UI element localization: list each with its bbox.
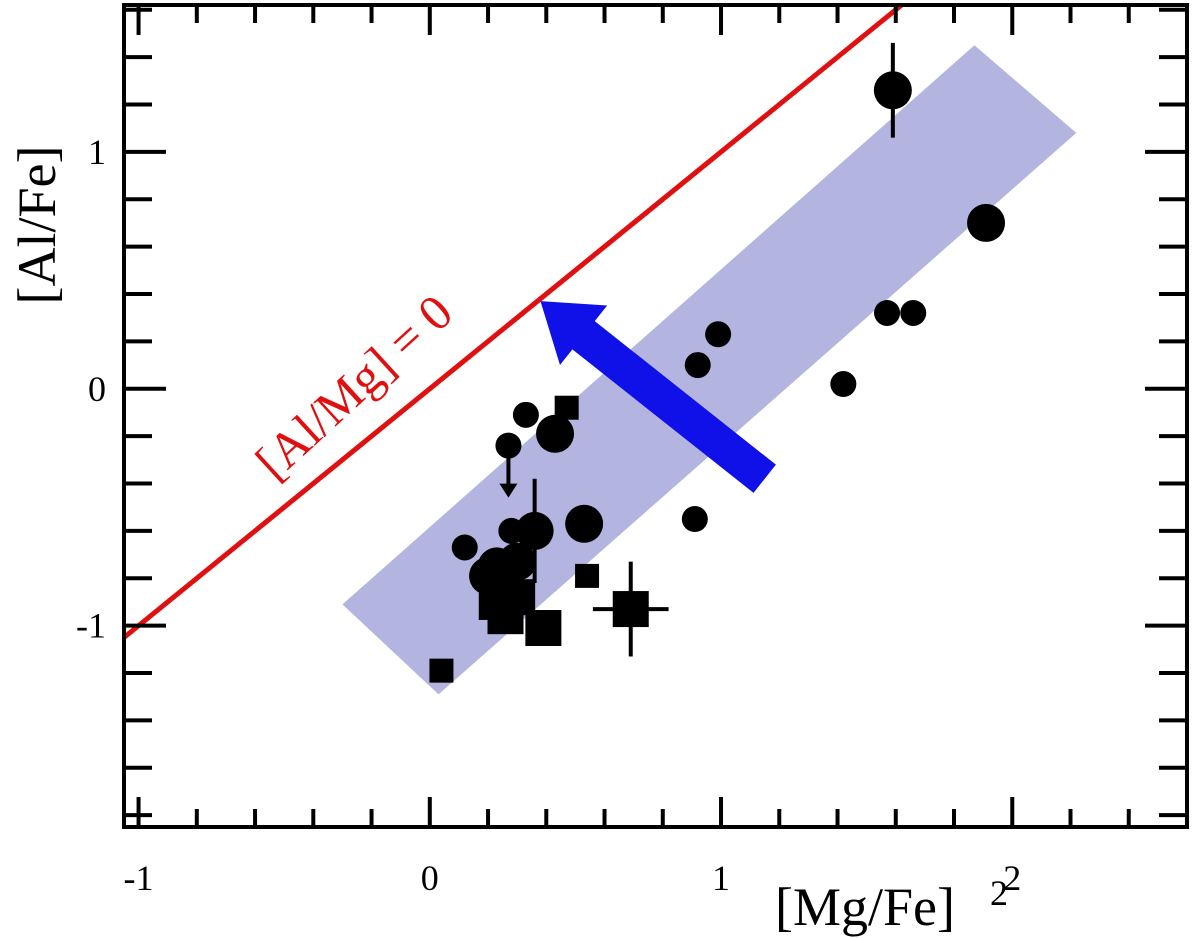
data-point-circle [536, 414, 575, 453]
data-point-square [554, 395, 579, 420]
data-point-circle [705, 321, 732, 348]
x-axis-label: [Mg/Fe] [775, 877, 955, 937]
data-point-square [612, 591, 649, 628]
plot-frame [122, 3, 1189, 829]
x-tick-label: 2 [1003, 858, 1021, 898]
data-point-square [525, 610, 562, 647]
x-axis-exponent: 2 [990, 873, 1008, 913]
data-point-square [429, 658, 454, 683]
data-point-circle [451, 534, 478, 561]
data-point-circle [515, 511, 554, 550]
upper-limit-arrowhead [499, 483, 518, 498]
data-point-square [575, 563, 600, 588]
x-tick-label: -1 [124, 858, 154, 898]
y-tick-label: -1 [76, 606, 106, 646]
data-point-circle [900, 299, 927, 326]
y-tick-label: 1 [88, 132, 106, 172]
data-point-square [487, 598, 524, 635]
data-point-circle [565, 504, 604, 543]
x-tick-label: 0 [421, 858, 439, 898]
y-tick-label: 0 [88, 369, 106, 409]
data-point-circle [684, 352, 711, 379]
data-point-circle [830, 371, 857, 398]
data-point-circle [874, 299, 901, 326]
data-point-circle [512, 401, 539, 428]
x-tick-label: 1 [712, 858, 730, 898]
y-axis-label: [Al/Fe] [7, 146, 67, 305]
data-point-circle [498, 542, 537, 581]
data-point-circle [873, 71, 912, 110]
trend-arrow [540, 301, 776, 493]
data-point-circle [498, 517, 525, 544]
data-point-circle [681, 506, 708, 533]
reference-line [124, 5, 906, 640]
data-point-circle [495, 432, 522, 459]
data-point-circle [967, 203, 1006, 242]
